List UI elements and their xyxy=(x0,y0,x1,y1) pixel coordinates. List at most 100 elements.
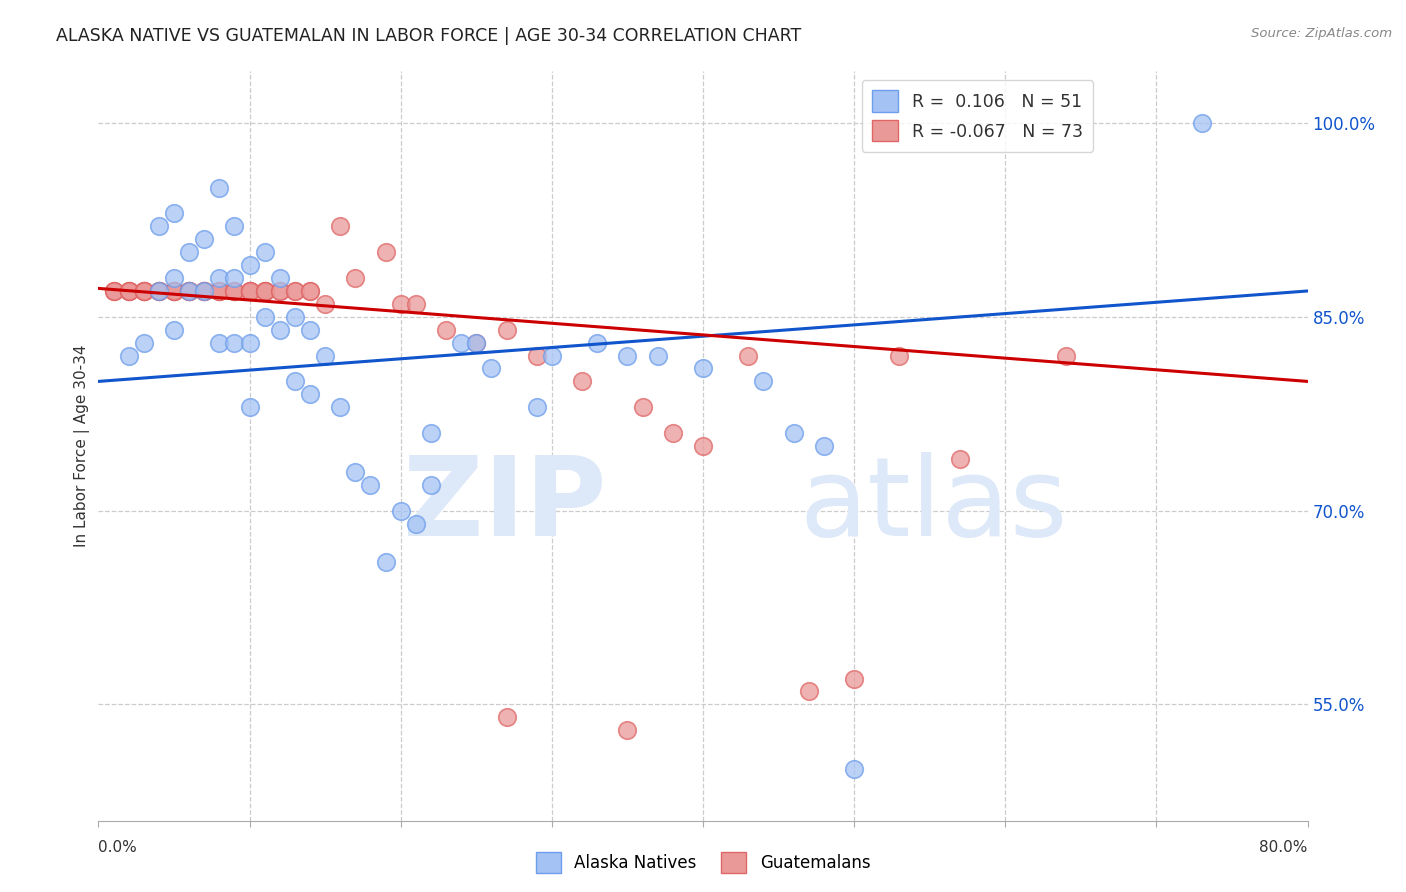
Point xyxy=(239,284,262,298)
Point xyxy=(752,375,775,389)
Point xyxy=(224,335,246,350)
Point xyxy=(389,297,412,311)
Point xyxy=(224,284,246,298)
Point xyxy=(208,335,231,350)
Point xyxy=(314,349,336,363)
Point xyxy=(540,349,562,363)
Point xyxy=(571,375,593,389)
Text: 80.0%: 80.0% xyxy=(1260,840,1308,855)
Y-axis label: In Labor Force | Age 30-34: In Labor Force | Age 30-34 xyxy=(75,344,90,548)
Point xyxy=(284,284,307,298)
Point xyxy=(163,284,186,298)
Point xyxy=(631,401,654,415)
Point xyxy=(118,284,141,298)
Point xyxy=(163,284,186,298)
Point xyxy=(118,284,141,298)
Point xyxy=(465,335,488,350)
Point xyxy=(389,503,412,517)
Point xyxy=(239,335,262,350)
Point xyxy=(344,465,367,479)
Point xyxy=(1054,349,1077,363)
Point xyxy=(949,451,972,466)
Point xyxy=(420,426,443,441)
Point xyxy=(193,284,215,298)
Point xyxy=(844,762,866,776)
Point xyxy=(239,284,262,298)
Point xyxy=(163,284,186,298)
Text: ALASKA NATIVE VS GUATEMALAN IN LABOR FORCE | AGE 30-34 CORRELATION CHART: ALASKA NATIVE VS GUATEMALAN IN LABOR FOR… xyxy=(56,27,801,45)
Point xyxy=(299,284,322,298)
Point xyxy=(434,323,457,337)
Point xyxy=(118,349,141,363)
Point xyxy=(450,335,472,350)
Point xyxy=(253,310,276,324)
Point xyxy=(889,349,911,363)
Point xyxy=(193,284,215,298)
Point xyxy=(374,555,396,569)
Point xyxy=(148,284,170,298)
Point xyxy=(269,271,291,285)
Point xyxy=(148,284,170,298)
Point xyxy=(103,284,125,298)
Point xyxy=(465,335,488,350)
Point xyxy=(797,684,820,698)
Point xyxy=(269,284,291,298)
Point xyxy=(193,232,215,246)
Point xyxy=(239,284,262,298)
Point xyxy=(526,401,548,415)
Point xyxy=(329,219,352,234)
Point xyxy=(103,284,125,298)
Point xyxy=(163,284,186,298)
Point xyxy=(132,284,155,298)
Point xyxy=(314,297,336,311)
Point xyxy=(148,284,170,298)
Point xyxy=(179,284,201,298)
Point xyxy=(360,477,382,491)
Point xyxy=(1191,116,1213,130)
Point xyxy=(586,335,609,350)
Point xyxy=(844,672,866,686)
Point xyxy=(616,349,638,363)
Point xyxy=(284,284,307,298)
Point xyxy=(193,284,215,298)
Point xyxy=(329,401,352,415)
Point xyxy=(193,284,215,298)
Point xyxy=(692,361,714,376)
Point xyxy=(783,426,806,441)
Point xyxy=(208,271,231,285)
Point xyxy=(495,323,517,337)
Legend: Alaska Natives, Guatemalans: Alaska Natives, Guatemalans xyxy=(529,846,877,880)
Point xyxy=(224,271,246,285)
Point xyxy=(481,361,503,376)
Point xyxy=(193,284,215,298)
Point xyxy=(616,723,638,738)
Point xyxy=(132,335,155,350)
Point xyxy=(299,387,322,401)
Point xyxy=(284,310,307,324)
Point xyxy=(374,245,396,260)
Point xyxy=(208,284,231,298)
Point xyxy=(163,323,186,337)
Point xyxy=(163,206,186,220)
Point xyxy=(299,323,322,337)
Point xyxy=(179,284,201,298)
Point xyxy=(179,284,201,298)
Point xyxy=(208,284,231,298)
Point xyxy=(405,516,427,531)
Point xyxy=(420,477,443,491)
Point xyxy=(132,284,155,298)
Point xyxy=(148,284,170,298)
Point xyxy=(224,284,246,298)
Point xyxy=(239,401,262,415)
Point xyxy=(253,245,276,260)
Point xyxy=(132,284,155,298)
Point xyxy=(495,710,517,724)
Point xyxy=(148,219,170,234)
Point xyxy=(163,284,186,298)
Point xyxy=(253,284,276,298)
Point xyxy=(269,323,291,337)
Point xyxy=(253,284,276,298)
Point xyxy=(118,284,141,298)
Text: Source: ZipAtlas.com: Source: ZipAtlas.com xyxy=(1251,27,1392,40)
Point xyxy=(179,284,201,298)
